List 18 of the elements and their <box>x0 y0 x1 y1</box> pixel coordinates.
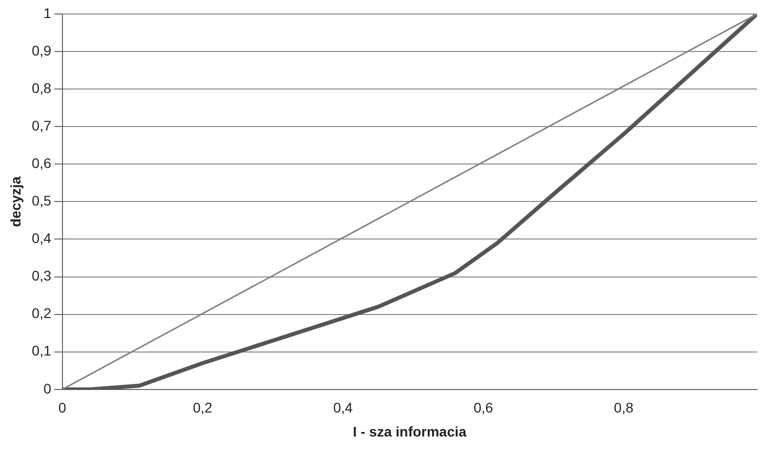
x-tick-label: 0,2 <box>192 400 213 416</box>
y-tick-label: 1 <box>43 4 52 21</box>
x-tick-label: 0,4 <box>333 400 353 416</box>
y-tick-label: 0,8 <box>32 80 52 96</box>
y-tick-label: 0,4 <box>32 230 52 246</box>
y-tick-label: 0,7 <box>32 117 52 134</box>
x-axis-title: I - sza informacia <box>352 423 467 440</box>
y-tick-label: 0,2 <box>32 305 52 322</box>
y-tick-label: 0 <box>43 380 52 396</box>
y-tick-label: 0,6 <box>32 155 52 172</box>
y-tick-label: 0,5 <box>32 192 52 209</box>
y-tick-label: 0,3 <box>32 268 52 284</box>
x-tick-label: 0,8 <box>614 400 634 416</box>
y-tick-label: 0,9 <box>32 42 52 58</box>
x-tick-label: 0 <box>58 400 66 416</box>
x-tick-label: 0,6 <box>474 400 494 416</box>
y-tick-label: 0,1 <box>32 342 52 359</box>
y-axis-title: decyzja <box>7 176 24 227</box>
